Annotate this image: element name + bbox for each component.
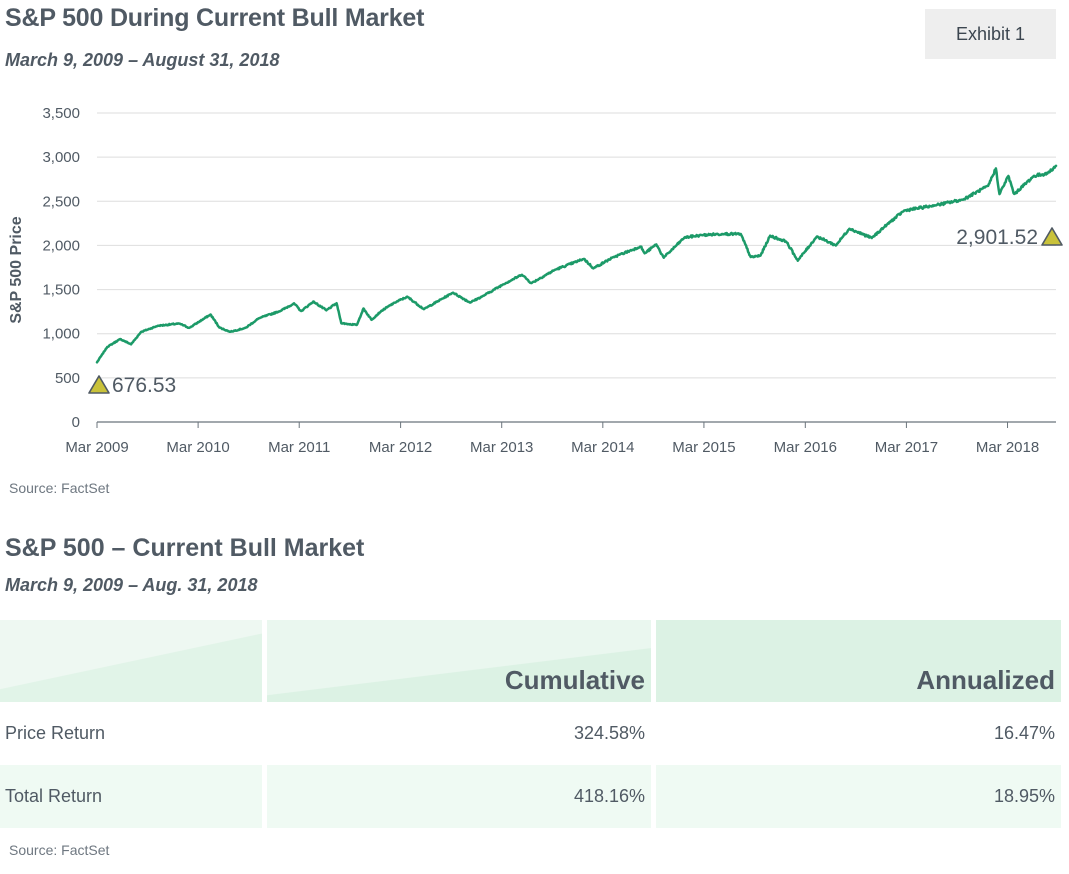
y-tick-label: 1,500 xyxy=(42,282,80,299)
chart-annotations: 676.53 2,901.52 xyxy=(88,226,1063,397)
x-tick-label: Mar 2012 xyxy=(369,439,432,456)
triangle-marker-icon xyxy=(88,375,110,394)
table-row: Total Return 418.16% 18.95% xyxy=(0,765,1061,828)
annualized-value: 16.47% xyxy=(993,723,1055,743)
chart-title: S&P 500 During Current Bull Market xyxy=(5,4,425,32)
y-tick-label: 2,500 xyxy=(42,193,80,210)
price-chart: 0 500 1,000 1,500 2,000 2,500 3,000 3,500 Mar 2… xyxy=(8,105,1063,456)
y-tick-label: 2,000 xyxy=(42,237,80,254)
header-cell-annualized: Annualized xyxy=(656,620,1061,702)
x-tick-label: Mar 2016 xyxy=(774,439,837,456)
table-header-row: Cumulative Annualized xyxy=(0,620,1061,702)
y-tick-label: 3,500 xyxy=(42,105,80,122)
row-label: Total Return xyxy=(0,765,262,828)
table-title: S&P 500 – Current Bull Market xyxy=(5,534,365,562)
exhibit-badge: Exhibit 1 xyxy=(925,9,1056,59)
y-tick-label: 1,000 xyxy=(42,326,80,343)
table-subtitle: March 9, 2009 – Aug. 31, 2018 xyxy=(5,575,258,595)
table-source: Source: FactSet xyxy=(9,842,110,858)
annotation-start-value: 676.53 xyxy=(112,374,176,397)
y-tick-label: 500 xyxy=(55,370,80,387)
sp500-price-line xyxy=(95,164,1058,364)
cumulative-value: 418.16% xyxy=(267,765,651,828)
returns-table: Cumulative Annualized Price Return 324.5… xyxy=(0,620,1061,828)
triangle-marker-icon xyxy=(1041,227,1063,246)
x-tick-label: Mar 2014 xyxy=(571,439,634,456)
header-cell-cumulative: Cumulative xyxy=(267,620,651,702)
y-axis-ticks: 0 500 1,000 1,500 2,000 2,500 3,000 3,500 xyxy=(42,105,80,431)
cumulative-value: 324.58% xyxy=(573,723,645,743)
header-cell-empty xyxy=(0,620,262,702)
chart-grid xyxy=(97,112,1056,423)
table-row: Price Return 324.58% 16.47% xyxy=(0,702,1061,765)
chart-subtitle: March 9, 2009 – August 31, 2018 xyxy=(5,50,280,70)
x-tick-label: Mar 2015 xyxy=(672,439,735,456)
chart-source: Source: FactSet xyxy=(9,480,110,496)
annotation-end-value: 2,901.52 xyxy=(956,226,1038,249)
x-tick-label: Mar 2010 xyxy=(166,439,229,456)
x-tick-label: Mar 2009 xyxy=(65,439,128,456)
y-axis-label: S&P 500 Price xyxy=(8,216,25,323)
annualized-value: 18.95% xyxy=(656,765,1061,828)
y-tick-label: 3,000 xyxy=(42,149,80,166)
x-axis-ticks: Mar 2009 Mar 2010 Mar 2011 Mar 2012 Mar 2013… xyxy=(65,422,1039,456)
header-label-annualized: Annualized xyxy=(916,665,1055,695)
x-tick-label: Mar 2018 xyxy=(976,439,1039,456)
x-tick-label: Mar 2013 xyxy=(470,439,533,456)
x-tick-label: Mar 2011 xyxy=(268,439,330,456)
header-label-cumulative: Cumulative xyxy=(504,665,645,695)
row-label: Price Return xyxy=(5,723,106,743)
x-tick-label: Mar 2017 xyxy=(875,439,938,456)
y-tick-label: 0 xyxy=(72,414,80,431)
